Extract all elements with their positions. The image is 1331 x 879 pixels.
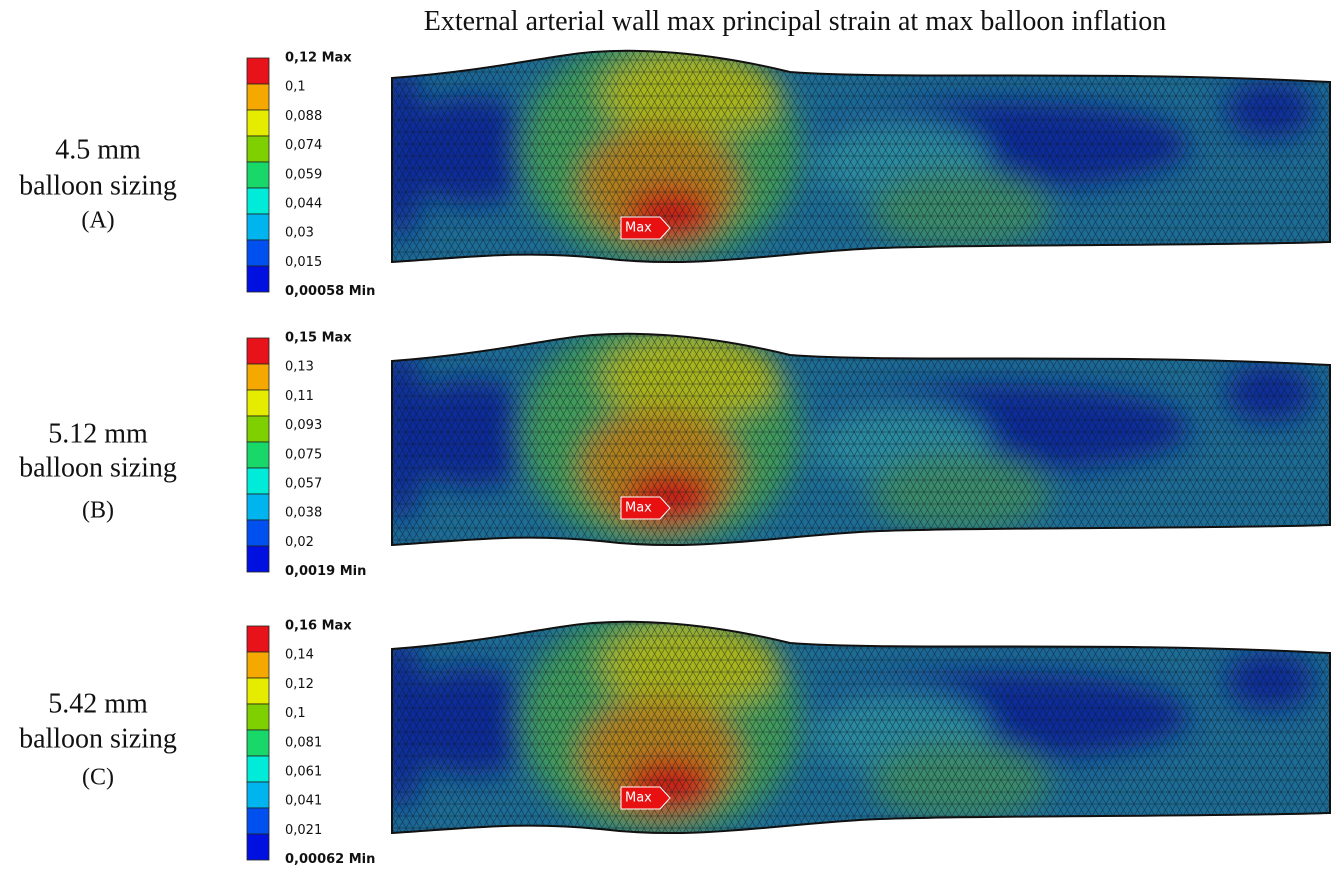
legend-label: 0,12 Max <box>285 51 352 66</box>
legend-swatch <box>246 239 270 267</box>
row-label: (A) <box>81 208 114 234</box>
vessel <box>392 621 1330 834</box>
row-label: 5.42 mm <box>48 688 148 719</box>
legend-label: 0,081 <box>285 735 322 750</box>
panel: 5.42 mm balloon sizing (C) 0,16 Max 0,14 0,12… <box>19 619 1331 867</box>
legend-label: 0,059 <box>285 167 322 182</box>
legend-swatch <box>246 109 270 137</box>
legend-swatch <box>246 441 270 469</box>
legend-label: 0,074 <box>285 138 322 153</box>
legend-swatch <box>246 389 270 417</box>
legend-swatch <box>246 703 270 731</box>
legend-label: 0,0019 Min <box>285 564 366 579</box>
mesh <box>392 621 1330 834</box>
legend-label: 0,15 Max <box>285 331 352 346</box>
mesh <box>392 333 1330 546</box>
row-label: balloon sizing <box>19 170 177 201</box>
legend-label: 0,044 <box>285 197 322 212</box>
row-label: balloon sizing <box>19 723 177 754</box>
legend-label: 0,14 <box>285 648 314 663</box>
legend-label: 0,12 <box>285 677 314 692</box>
legend-label: 0,015 <box>285 255 322 270</box>
row-label: (C) <box>82 765 114 791</box>
row-label: 4.5 mm <box>55 134 141 165</box>
legend-label: 0,041 <box>285 794 322 809</box>
legend-swatch <box>246 83 270 111</box>
max-marker <box>620 786 671 810</box>
row-label: 5.12 mm <box>48 418 148 449</box>
vessel <box>392 50 1330 263</box>
legend-swatch <box>246 755 270 783</box>
row-label: (B) <box>82 498 114 524</box>
panel: 4.5 mm balloon sizing (A) 0,12 Max 0,1 0,088 0… <box>19 49 1331 299</box>
legend-label: 0,02 <box>285 535 314 550</box>
max-marker <box>620 216 671 240</box>
legend-swatch <box>246 545 270 573</box>
legend-swatch <box>246 677 270 705</box>
legend-label: 0,021 <box>285 823 322 838</box>
legend-swatch <box>246 625 270 653</box>
legend-swatch <box>246 833 270 861</box>
legend-label: 0,093 <box>285 418 322 433</box>
legend-label: 0,061 <box>285 765 322 780</box>
legend-label: 0,13 <box>285 360 314 375</box>
vessel <box>392 333 1330 546</box>
legend-swatch <box>246 493 270 521</box>
max-label: Max <box>625 501 652 516</box>
legend-swatch <box>246 467 270 495</box>
legend-swatch <box>246 363 270 391</box>
max-label: Max <box>625 791 652 806</box>
legend-label: 0,16 Max <box>285 619 352 634</box>
legend-swatch <box>246 729 270 757</box>
legend-label: 0,088 <box>285 109 322 124</box>
legend-label: 0,00062 Min <box>285 852 375 867</box>
legend-label: 0,11 <box>285 389 314 404</box>
figure-title: External arterial wall max principal str… <box>424 6 1167 37</box>
legend-swatch <box>246 337 270 365</box>
row-label: balloon sizing <box>19 452 177 483</box>
legend-swatch <box>246 187 270 215</box>
max-marker <box>620 496 671 520</box>
legend-swatch <box>246 213 270 241</box>
legend-swatch <box>246 519 270 547</box>
legend-swatch <box>246 415 270 443</box>
legend-label: 0,00058 Min <box>285 284 375 299</box>
legend-label: 0,1 <box>285 706 306 721</box>
legend-swatch <box>246 265 270 293</box>
legend-label: 0,075 <box>285 447 322 462</box>
mesh <box>392 50 1330 263</box>
vessel-outline <box>391 332 1331 547</box>
legend-swatch <box>246 651 270 679</box>
vessel-outline <box>391 49 1331 264</box>
max-label: Max <box>625 221 652 236</box>
legend-swatch <box>246 807 270 835</box>
vessel-outline <box>391 620 1331 835</box>
legend-label: 0,057 <box>285 477 322 492</box>
legend-label: 0,03 <box>285 226 314 241</box>
legend-swatch <box>246 135 270 163</box>
legend-label: 0,038 <box>285 506 322 521</box>
legend-swatch <box>246 781 270 809</box>
legend-swatch <box>246 57 270 85</box>
legend-label: 0,1 <box>285 80 306 95</box>
legend-swatch <box>246 161 270 189</box>
